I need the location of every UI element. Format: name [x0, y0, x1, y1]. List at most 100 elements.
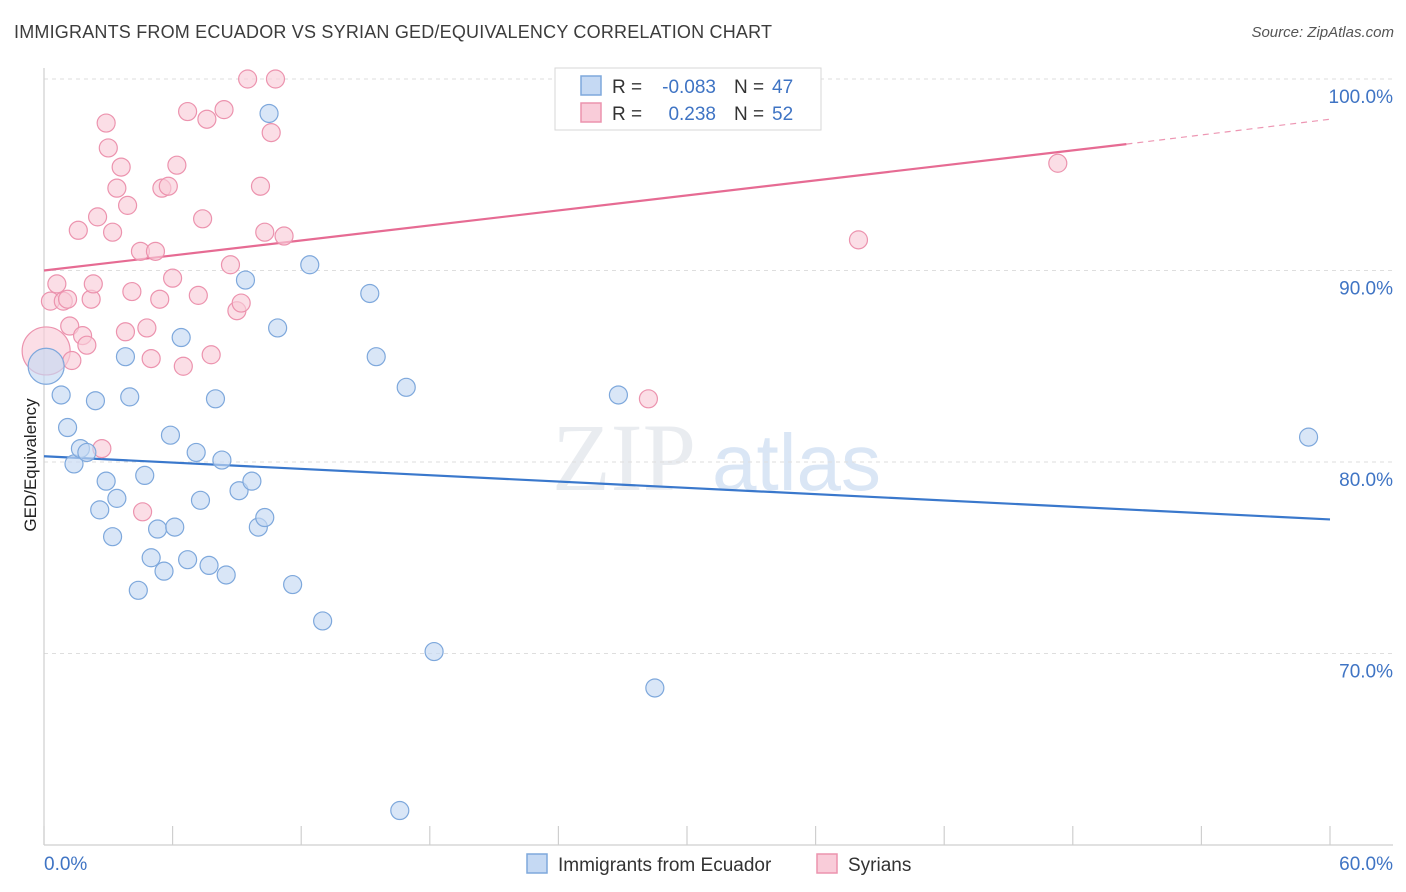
point-syrians [150, 289, 170, 309]
point-syrians [255, 222, 275, 242]
point-ecuador [102, 527, 123, 547]
point-ecuador [128, 580, 148, 600]
point-syrians [98, 138, 118, 158]
point-ecuador [390, 800, 410, 821]
point-ecuador [608, 385, 629, 405]
stats-n-label-pink: N = [734, 104, 764, 125]
data-points [21, 69, 1319, 821]
point-ecuador [147, 519, 168, 539]
point-ecuador [199, 555, 219, 576]
point-ecuador [77, 442, 97, 463]
point-syrians [261, 123, 281, 143]
point-syrians [201, 345, 221, 365]
stats-swatch-blue [580, 75, 602, 96]
point-syrians [62, 350, 82, 371]
point-ecuador [255, 507, 275, 528]
stats-legend-box: R = -0.083 N = 47 R = 0.238 N = 52 [554, 67, 822, 131]
point-syrians [47, 274, 67, 294]
point-ecuador [107, 488, 127, 508]
point-ecuador [90, 500, 110, 520]
point-ecuador [242, 471, 262, 491]
trend-line-syrians-extension [1126, 118, 1331, 145]
point-syrians [265, 69, 286, 89]
point-syrians [250, 176, 271, 196]
point-syrians [115, 322, 136, 342]
stats-r-label-blue: R = [612, 77, 642, 98]
series-legend: Immigrants from Ecuador Syrians [526, 853, 911, 876]
source-label: Source: ZipAtlas.com [1251, 24, 1394, 41]
point-syrians [197, 109, 217, 129]
grid [44, 78, 1393, 654]
point-syrians [60, 316, 80, 336]
y-tick-label: 70.0% [1339, 662, 1393, 683]
point-syrians [111, 157, 131, 177]
point-syrians [163, 268, 183, 288]
point-syrians [122, 281, 142, 302]
point-ecuador [229, 481, 249, 501]
point-syrians [193, 209, 213, 229]
point-ecuador [171, 327, 191, 348]
trend-line-ecuador [43, 455, 1331, 521]
point-ecuador [360, 283, 380, 304]
point-syrians [145, 241, 166, 261]
point-ecuador [212, 450, 232, 470]
point-ecuador [57, 417, 78, 438]
point-ecuador [645, 678, 665, 698]
y-tick-labels: 70.0% 80.0% 90.0% 100.0% [1329, 87, 1394, 683]
stats-n-value-blue: 47 [772, 77, 793, 98]
point-ecuador [283, 574, 303, 595]
point-ecuador [186, 442, 206, 463]
y-tick-label: 100.0% [1329, 87, 1394, 108]
point-syrians [231, 293, 251, 313]
point-syrians [167, 155, 187, 175]
y-axis-label: GED/Equivalency [21, 398, 40, 532]
point-ecuador [141, 548, 161, 568]
point-syrians [107, 178, 127, 198]
stats-r-value-blue: -0.083 [662, 77, 716, 98]
point-syrians [188, 285, 208, 305]
point-ecuador [178, 550, 198, 570]
point-syrians [178, 101, 198, 122]
legend-label-ecuador[interactable]: Immigrants from Ecuador [558, 855, 772, 876]
point-syrians [220, 255, 241, 275]
point-syrians [238, 69, 258, 89]
point-ecuador [1298, 427, 1319, 447]
legend-label-syrians[interactable]: Syrians [848, 855, 911, 876]
point-syrians [638, 389, 659, 409]
point-ecuador [115, 347, 136, 367]
point-syrians [141, 348, 161, 369]
trend-lines [43, 118, 1331, 521]
stats-n-value-pink: 52 [772, 104, 793, 125]
point-ecuador [313, 611, 333, 631]
point-ecuador [190, 490, 211, 510]
stats-r-label-pink: R = [612, 104, 642, 125]
y-tick-label: 90.0% [1339, 279, 1393, 300]
point-ecuador [268, 318, 288, 338]
point-ecuador [396, 377, 416, 397]
legend-swatch-syrians[interactable] [816, 853, 838, 874]
point-syrians [214, 100, 234, 120]
point-ecuador [216, 565, 236, 585]
point-syrians [102, 222, 123, 242]
point-syrians [57, 289, 78, 309]
point-ecuador [135, 465, 155, 486]
point-syrians [96, 113, 116, 133]
point-ecuador [235, 270, 256, 290]
point-syrians [158, 176, 178, 196]
point-syrians [274, 226, 294, 246]
point-syrians [173, 356, 193, 376]
legend-swatch-ecuador[interactable] [526, 853, 548, 874]
point-ecuador [27, 347, 65, 385]
point-syrians [117, 195, 138, 215]
point-ecuador [51, 385, 71, 405]
stats-n-label-blue: N = [734, 77, 764, 98]
point-syrians [848, 230, 869, 250]
point-syrians [68, 220, 88, 240]
point-ecuador [120, 387, 140, 407]
point-syrians [87, 207, 108, 227]
point-syrians [1048, 153, 1068, 173]
chart-title: IMMIGRANTS FROM ECUADOR VS SYRIAN GED/EQ… [14, 22, 773, 42]
point-ecuador [165, 517, 185, 537]
point-ecuador [96, 471, 116, 491]
